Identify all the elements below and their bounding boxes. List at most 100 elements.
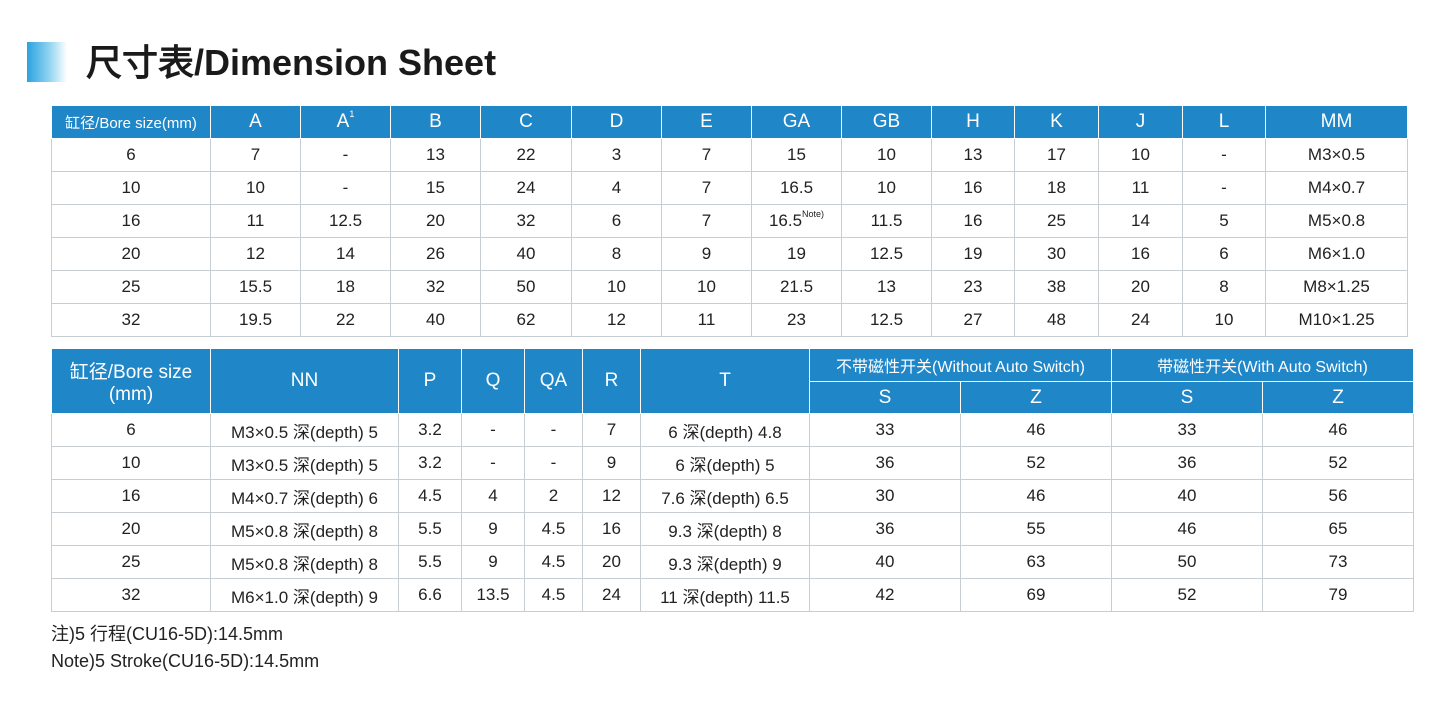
table-cell: - <box>461 446 525 480</box>
cell-value: M6×1.0 <box>1307 244 1366 263</box>
table-cell: 16 <box>582 512 641 546</box>
table2-row: 25 M5×0.8 深(depth) 8 5.5 9 4.5 20 9.3 深(depth)… <box>51 545 1415 579</box>
cell-value: 20 <box>121 244 141 263</box>
table-cell: 55 <box>959 512 1113 546</box>
cell-value: - <box>342 178 349 197</box>
table-cell: 52 <box>1111 578 1264 612</box>
table-cell: 46 <box>959 479 1113 513</box>
cell-value: 9 <box>488 519 498 538</box>
cell-value: 16.5 <box>779 178 814 197</box>
table-cell: M10×1.25 <box>1265 303 1408 337</box>
table-cell: 9 <box>582 446 641 480</box>
cell-value: 3 <box>611 145 622 164</box>
table-cell: 42 <box>809 578 961 612</box>
table-cell: 10 <box>51 446 211 480</box>
table-cell: 14 <box>300 237 391 271</box>
cell-value: 7.6 深(depth) 6.5 <box>661 488 789 508</box>
cell-value: 11 <box>697 310 716 329</box>
table2-header-row-1: 缸径/Bore size (mm) NN P Q QA R T 不带磁性开关(W… <box>51 348 1415 414</box>
note-english: Note)5 Stroke(CU16-5D):14.5mm <box>51 651 320 671</box>
table-cell: 4.5 <box>524 578 583 612</box>
table-cell: - <box>300 171 391 205</box>
table-cell: 52 <box>1262 446 1415 480</box>
table-cell: 79 <box>1262 578 1415 612</box>
cell-value: 7 <box>606 420 617 439</box>
cell-value: 6.6 <box>418 585 442 604</box>
table-cell: 20 <box>390 204 481 238</box>
table1-header-row: 缸径/Bore size(mm) A A1 B C D E GA GB H K … <box>51 105 1408 139</box>
cell-value: 12 <box>602 486 621 505</box>
cell-value: 16 <box>963 178 983 197</box>
cell-value: 10 <box>877 178 896 197</box>
table-cell: 4.5 <box>398 479 462 513</box>
cell-value: 10 <box>877 145 896 164</box>
table-cell: 3 <box>571 138 662 172</box>
cell-value: 21.5 <box>779 277 814 296</box>
cell-value: 24 <box>1131 310 1150 329</box>
cell-value: 9 <box>488 552 498 571</box>
table-cell: - <box>300 138 391 172</box>
cell-value: 6 <box>611 211 622 230</box>
table-cell: 9 <box>461 545 525 579</box>
table1-header-k: K <box>1014 105 1099 139</box>
table1-header-l: L <box>1182 105 1266 139</box>
table1-header-e: E <box>661 105 752 139</box>
table-cell: 25 <box>1014 204 1099 238</box>
table-cell: 16 <box>51 204 211 238</box>
table-cell: 6 深(depth) 4.8 <box>640 413 810 447</box>
cell-value: 32 <box>121 585 141 604</box>
table-cell: M4×0.7 深(depth) 6 <box>210 479 399 513</box>
table-cell: 15 <box>390 171 481 205</box>
table-cell: 12 <box>571 303 662 337</box>
cell-value: 24 <box>602 585 621 604</box>
table-cell: - <box>461 413 525 447</box>
table-cell: 46 <box>1262 413 1415 447</box>
cell-value: M3×0.5 <box>1307 145 1366 164</box>
table2-header-t: T <box>640 348 810 414</box>
table-cell: 16 <box>931 204 1015 238</box>
cell-value: 7 <box>701 178 712 197</box>
table1-row: 20 12 14 26 40 8 9 19 12.5 19 30 16 6 M6×1.0 <box>51 237 1408 271</box>
table-cell: 46 <box>1111 512 1264 546</box>
table-cell: 6.6 <box>398 578 462 612</box>
cell-value: 9.3 深(depth) 8 <box>668 521 782 541</box>
cell-value: - <box>550 420 557 439</box>
table-cell: 4 <box>571 171 662 205</box>
table-cell: M3×0.5 深(depth) 5 <box>210 446 399 480</box>
table2-header-without-z: Z <box>959 381 1113 414</box>
dimension-table-2: 缸径/Bore size (mm) NN P Q QA R T 不带磁性开关(W… <box>51 348 1415 612</box>
table-cell: 16.5 <box>751 171 842 205</box>
cell-value: 3.2 <box>418 453 442 472</box>
table-cell: 22 <box>300 303 391 337</box>
table-cell: 14 <box>1098 204 1183 238</box>
note-chinese: 注)5 行程(CU16-5D):14.5mm <box>51 624 284 644</box>
table2-header-without-s: S <box>809 381 961 414</box>
cell-value: - <box>490 453 496 472</box>
table-cell: 23 <box>751 303 842 337</box>
cell-value: 6 深(depth) 5 <box>675 455 775 475</box>
table-cell: 56 <box>1262 479 1415 513</box>
cell-value: 12.5 <box>869 310 904 329</box>
cell-value: 46 <box>1328 420 1348 439</box>
cell-value: 9.3 深(depth) 9 <box>668 554 782 574</box>
cell-value: M5×0.8 <box>1307 211 1366 230</box>
table-cell: 13 <box>931 138 1015 172</box>
cell-value: 22 <box>336 310 355 329</box>
table-cell: 8 <box>1182 270 1266 304</box>
cell-value: M5×0.8 深(depth) 8 <box>231 521 378 541</box>
table-cell: 13.5 <box>461 578 525 612</box>
cell-value: 2 <box>548 486 559 505</box>
cell-value: 69 <box>1026 585 1046 604</box>
table2-row: 32 M6×1.0 深(depth) 9 6.6 13.5 4.5 24 11 深(dept… <box>51 578 1415 612</box>
cell-value: 15 <box>426 178 445 197</box>
cell-value: 18 <box>1047 178 1066 197</box>
cell-value: 7 <box>701 211 712 230</box>
cell-value: 23 <box>963 277 983 296</box>
cell-value: 18 <box>336 277 355 296</box>
cell-value: 7 <box>250 145 261 164</box>
cell-value: 13 <box>963 145 983 164</box>
table-cell: M5×0.8 <box>1265 204 1408 238</box>
table-cell: 9 <box>661 237 752 271</box>
cell-value: 16 <box>1131 244 1150 263</box>
table-cell: 7 <box>661 138 752 172</box>
